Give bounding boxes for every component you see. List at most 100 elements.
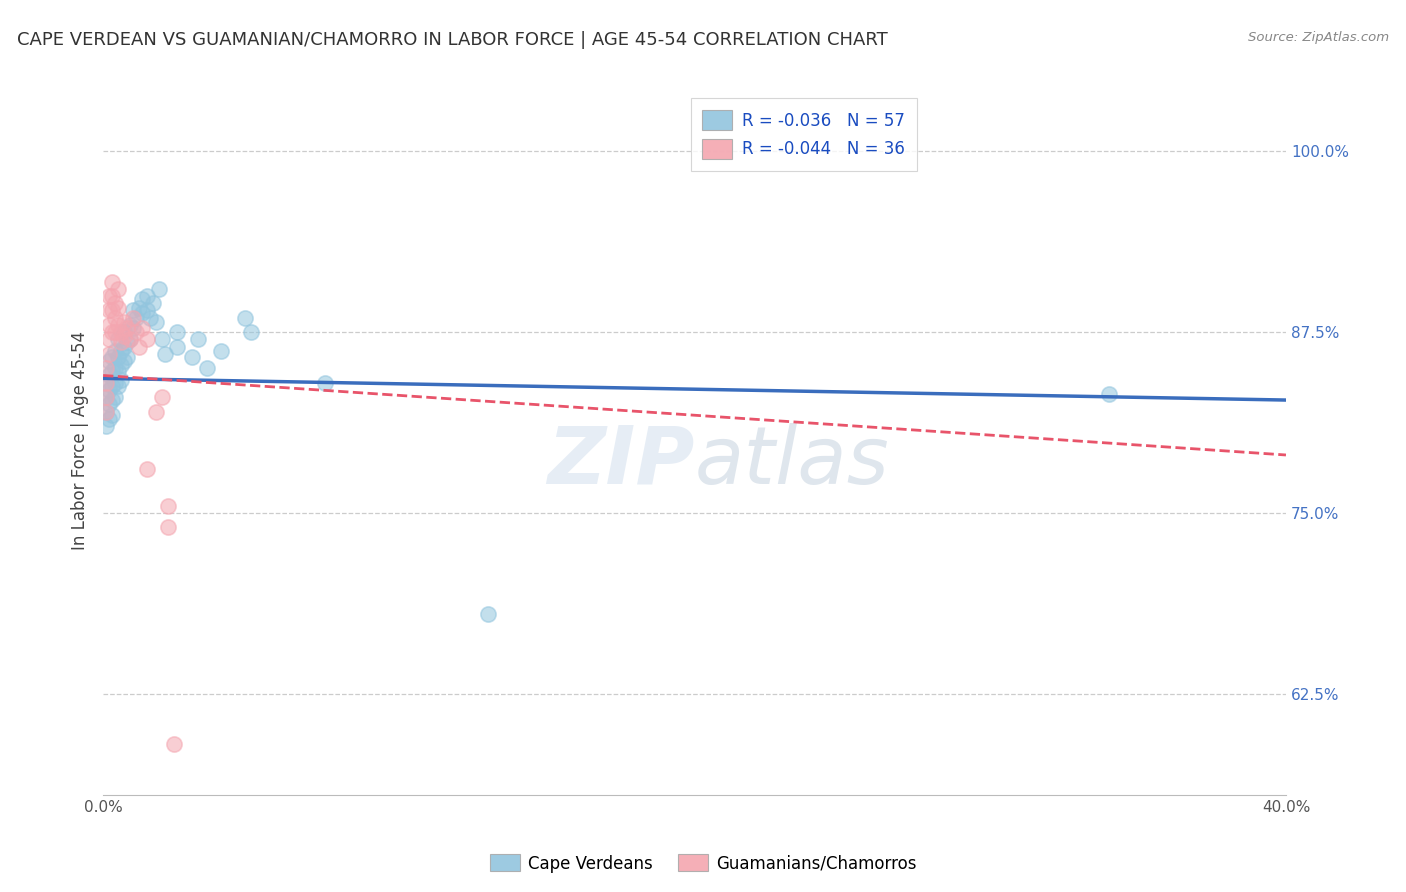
Point — [94, 376, 117, 390]
Point — [118, 318, 141, 332]
Y-axis label: In Labor Force | Age 45-54: In Labor Force | Age 45-54 — [72, 331, 89, 550]
Point — [98, 303, 121, 318]
Point — [104, 376, 127, 390]
Legend: Cape Verdeans, Guamanians/Chamorros: Cape Verdeans, Guamanians/Chamorros — [482, 847, 924, 880]
Point — [166, 325, 188, 339]
Point — [477, 607, 499, 621]
Point — [121, 320, 143, 334]
Text: Source: ZipAtlas.com: Source: ZipAtlas.com — [1249, 31, 1389, 45]
Point — [104, 310, 127, 325]
Point — [150, 332, 173, 346]
Point — [163, 737, 186, 751]
Point — [124, 310, 146, 325]
Point — [187, 332, 209, 346]
Point — [101, 289, 124, 303]
Point — [98, 289, 121, 303]
Point — [101, 275, 124, 289]
Point — [98, 318, 121, 332]
Point — [94, 361, 117, 376]
Point — [112, 315, 135, 329]
Point — [107, 282, 129, 296]
Point — [145, 404, 167, 418]
Point — [115, 350, 138, 364]
Point — [107, 301, 129, 315]
Point — [101, 325, 124, 339]
Point — [148, 282, 170, 296]
Point — [112, 325, 135, 339]
Text: atlas: atlas — [695, 423, 889, 500]
Point — [94, 419, 117, 434]
Point — [145, 315, 167, 329]
Point — [104, 361, 127, 376]
Point — [115, 320, 138, 334]
Point — [118, 332, 141, 346]
Point — [101, 303, 124, 318]
Point — [110, 325, 132, 339]
Point — [131, 320, 153, 334]
Point — [94, 390, 117, 404]
Point — [128, 301, 150, 315]
Point — [209, 343, 232, 358]
Point — [157, 520, 180, 534]
Point — [107, 378, 129, 392]
Point — [104, 296, 127, 310]
Point — [121, 310, 143, 325]
Point — [104, 343, 127, 358]
Point — [115, 335, 138, 350]
Point — [94, 390, 117, 404]
Point — [110, 359, 132, 373]
Point — [94, 404, 117, 418]
Point — [118, 332, 141, 346]
Point — [110, 373, 132, 387]
Point — [195, 361, 218, 376]
Point — [233, 310, 256, 325]
Point — [240, 325, 263, 339]
Point — [101, 350, 124, 364]
Point — [107, 318, 129, 332]
Point — [139, 310, 162, 325]
Text: CAPE VERDEAN VS GUAMANIAN/CHAMORRO IN LABOR FORCE | AGE 45-54 CORRELATION CHART: CAPE VERDEAN VS GUAMANIAN/CHAMORRO IN LA… — [17, 31, 887, 49]
Point — [110, 343, 132, 358]
Point — [94, 404, 117, 418]
Point — [98, 412, 121, 426]
Point — [1097, 387, 1119, 401]
Point — [98, 383, 121, 397]
Point — [112, 329, 135, 343]
Point — [107, 350, 129, 364]
Point — [98, 332, 121, 346]
Point — [112, 340, 135, 354]
Point — [101, 408, 124, 422]
Point — [101, 378, 124, 392]
Point — [124, 325, 146, 339]
Point — [150, 390, 173, 404]
Point — [157, 499, 180, 513]
Point — [104, 390, 127, 404]
Point — [104, 325, 127, 339]
Point — [107, 332, 129, 346]
Point — [98, 354, 121, 368]
Point — [166, 340, 188, 354]
Point — [136, 289, 159, 303]
Point — [101, 392, 124, 407]
Point — [155, 347, 177, 361]
Point — [110, 335, 132, 350]
Point — [101, 364, 124, 378]
Point — [142, 296, 165, 310]
Point — [131, 292, 153, 306]
Point — [98, 397, 121, 411]
Point — [314, 376, 336, 390]
Legend: R = -0.036   N = 57, R = -0.044   N = 36: R = -0.036 N = 57, R = -0.044 N = 36 — [690, 98, 917, 170]
Point — [136, 332, 159, 346]
Point — [180, 350, 202, 364]
Point — [112, 354, 135, 368]
Point — [136, 303, 159, 318]
Text: ZIP: ZIP — [547, 423, 695, 500]
Point — [98, 347, 121, 361]
Point — [121, 303, 143, 318]
Point — [131, 306, 153, 320]
Point — [128, 340, 150, 354]
Point — [107, 364, 129, 378]
Point — [136, 462, 159, 476]
Point — [94, 376, 117, 390]
Point — [98, 368, 121, 383]
